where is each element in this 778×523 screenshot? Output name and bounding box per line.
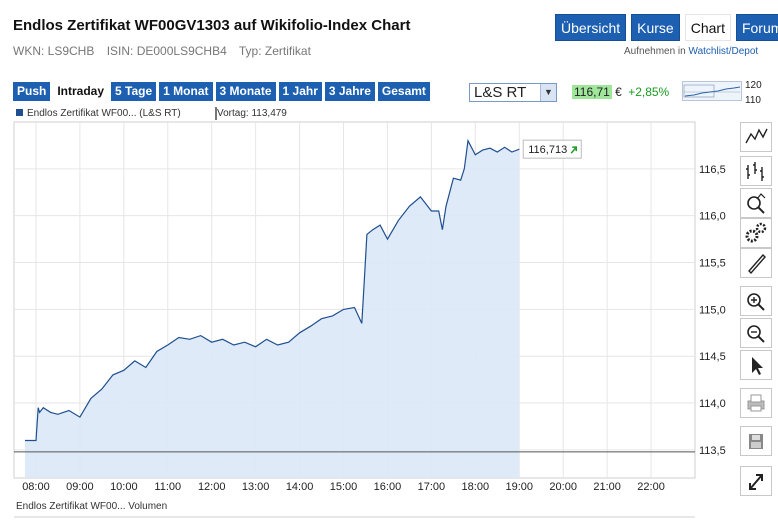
range-5-tage-button[interactable]: 5 Tage — [111, 82, 157, 101]
range-1-monat-button[interactable]: 1 Monat — [159, 82, 213, 101]
draw-pen-icon — [748, 253, 766, 275]
vortag-legend: Vortag: 113,479 — [215, 107, 287, 120]
settings-button[interactable] — [740, 218, 772, 248]
x-tick-label: 22:00 — [637, 481, 665, 493]
range-gesamt-button[interactable]: Gesamt — [377, 82, 430, 101]
watchlist-link[interactable]: Watchlist/Depot — [688, 46, 759, 57]
currency-label: € — [615, 85, 622, 99]
isin-label: ISIN: DE000LS9CHB4 — [106, 44, 227, 58]
x-tick-label: 19:00 — [505, 481, 533, 493]
draw-button[interactable] — [740, 248, 772, 278]
x-tick-label: 11:00 — [154, 481, 181, 493]
watchlist-link-row: Aufnehmen in Watchlist/Depot — [624, 46, 758, 57]
tab-chart[interactable]: Chart — [684, 14, 731, 41]
last-price-label: 116,713 — [528, 144, 567, 156]
last-price: 116,71 — [572, 85, 612, 99]
series-swatch — [16, 109, 23, 116]
indicator-search-icon — [747, 193, 766, 214]
save-button[interactable] — [740, 426, 772, 456]
range-intraday-button[interactable]: Intraday — [53, 82, 109, 101]
type-label: Typ: Zertifikat — [238, 44, 311, 58]
x-tick-label: 12:00 — [198, 481, 226, 493]
x-tick-label: 17:00 — [418, 481, 446, 493]
exchange-select[interactable]: L&S RT ▼ — [469, 83, 557, 102]
y-tick-label: 115,5 — [699, 258, 726, 270]
x-tick-label: 09:00 — [66, 481, 94, 493]
x-tick-label: 18:00 — [462, 481, 490, 493]
line-chart-button[interactable] — [740, 122, 772, 152]
pointer-icon — [752, 357, 763, 375]
series-legend-label: Endlos Zertifikat WF00... (L&S RT) — [27, 108, 181, 119]
zoom-in-button[interactable] — [740, 286, 772, 316]
print-button[interactable] — [740, 388, 772, 418]
vortag-legend-label: Vortag: 113,479 — [217, 108, 287, 119]
volume-legend: Endlos Zertifikat WF00... Volumen — [16, 501, 167, 512]
x-tick-label: 15:00 — [330, 481, 358, 493]
x-tick-label: 16:00 — [374, 481, 402, 493]
ohlc-chart-button[interactable] — [740, 156, 772, 186]
x-tick-label: 08:00 — [22, 481, 50, 493]
price-change: +2,85% — [628, 85, 670, 99]
volume-legend-label: Endlos Zertifikat WF00... Volumen — [16, 501, 168, 512]
series-legend: Endlos Zertifikat WF00... (L&S RT) — [16, 108, 181, 119]
y-tick-label: 115,0 — [699, 304, 726, 316]
range-3-monate-button[interactable]: 3 Monate — [215, 82, 276, 101]
y-tick-label: 116,0 — [699, 211, 726, 223]
y-tick-label: 114,0 — [699, 398, 726, 410]
y-tick-label: 116,5 — [699, 164, 726, 176]
mini-chart-thumbnail[interactable] — [682, 81, 742, 101]
ohlc-chart-icon — [746, 162, 764, 181]
zoom-out-icon — [747, 325, 765, 343]
last-price-box — [522, 139, 582, 159]
wkn-label: WKN: LS9CHB — [13, 44, 95, 58]
x-tick-label: 13:00 — [242, 481, 270, 493]
y-tick-label: 113,5 — [699, 445, 726, 457]
instrument-meta: WKN: LS9CHB ISIN: DE000LS9CHB4 Typ: Zert… — [13, 44, 320, 58]
tab-forum[interactable]: Forum — [735, 14, 778, 41]
range-toolbar: Push Intraday 5 Tage 1 Monat 3 Monate 1 … — [13, 82, 430, 101]
exchange-select-value: L&S RT — [474, 84, 527, 101]
page-title: Endlos Zertifikat WF00GV1303 auf Wikifol… — [13, 17, 411, 34]
x-tick-label: 14:00 — [286, 481, 314, 493]
y-tick-label: 114,5 — [699, 351, 726, 363]
range-push-button[interactable]: Push — [13, 82, 51, 101]
mini-chart-label-top: 120 — [745, 80, 762, 91]
x-tick-label: 20:00 — [549, 481, 577, 493]
zoom-out-button[interactable] — [740, 318, 772, 348]
tab-uebersicht[interactable]: Übersicht — [555, 14, 627, 41]
x-tick-label: 21:00 — [593, 481, 621, 493]
up-arrow-icon — [570, 146, 578, 154]
fullscreen-icon — [749, 474, 763, 490]
indicator-search-button[interactable] — [740, 188, 772, 218]
save-icon — [749, 434, 763, 449]
series-line — [25, 138, 520, 442]
fullscreen-button[interactable] — [740, 466, 772, 496]
x-tick-label: 10:00 — [110, 481, 138, 493]
mini-chart-label-bottom: 110 — [745, 95, 761, 106]
chevron-down-icon[interactable]: ▼ — [540, 84, 556, 101]
line-chart-icon — [745, 128, 768, 144]
tab-kurse[interactable]: Kurse — [631, 14, 680, 41]
range-3-jahre-button[interactable]: 3 Jahre — [324, 82, 375, 101]
price-display: 116,71 € +2,85% — [572, 85, 669, 99]
zoom-in-icon — [747, 293, 765, 311]
print-icon — [747, 394, 765, 412]
pointer-button[interactable] — [740, 350, 772, 380]
watchlist-prefix: Aufnehmen in — [624, 46, 686, 57]
range-1-jahr-button[interactable]: 1 Jahr — [278, 82, 322, 101]
settings-gears-icon — [745, 222, 767, 243]
nav-tabs: Übersicht Kurse Chart Forum — [555, 14, 778, 41]
